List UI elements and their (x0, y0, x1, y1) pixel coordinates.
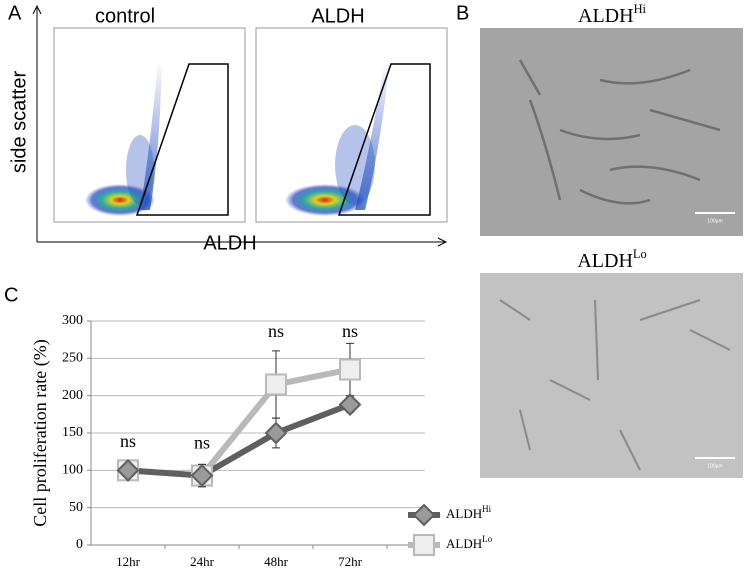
axis-label: ALDH (203, 232, 256, 254)
y-tick-label: 200 (62, 388, 83, 403)
data-marker (190, 464, 214, 487)
y-tick-label: 300 (62, 313, 83, 328)
arrow-head (32, 4, 42, 15)
micrograph (480, 28, 743, 236)
cells (499, 299, 731, 471)
x-tick-label: 12hr (116, 554, 141, 569)
data-marker (116, 458, 140, 482)
scale-bar-label: 100μm (707, 463, 722, 469)
axis-label: Cell proliferation rate (%) (30, 339, 51, 526)
x-tick-label: 24hr (190, 554, 215, 569)
flow-density (85, 184, 155, 216)
legend-label: ALDHLo (446, 534, 493, 551)
base-text: ALDH (577, 250, 633, 272)
legend-marker (413, 534, 435, 556)
flow-density (355, 60, 390, 210)
y-tick-label: 100 (62, 463, 83, 478)
sup-text: Hi (482, 504, 491, 514)
series-line (127, 401, 352, 479)
flow-density (126, 135, 154, 205)
title-text: ALDHLo (577, 247, 646, 272)
y-tick-label: 250 (62, 351, 83, 366)
data-marker (338, 393, 362, 417)
gate (337, 63, 431, 216)
scale-bar-label: 100μm (707, 218, 722, 224)
y-tick-label: 150 (62, 425, 83, 440)
flow-density (335, 125, 375, 205)
flow-density (140, 60, 162, 210)
panel-label: B (456, 2, 469, 24)
annotation: ns (342, 321, 358, 341)
panel-label: A (8, 2, 22, 24)
panel-label: C (4, 284, 18, 306)
y-tick-label: 0 (76, 537, 83, 552)
axis-label: side scatter (8, 71, 30, 174)
base-text: ALDH (446, 536, 482, 551)
base-text: ALDH (578, 5, 634, 27)
sup-text: Hi (634, 2, 647, 16)
annotation: ns (194, 432, 210, 452)
base-text: ALDH (446, 506, 482, 521)
annotation: ns (120, 431, 136, 451)
data-marker (339, 358, 361, 381)
series-line (127, 366, 351, 479)
legend-marker (412, 503, 436, 527)
cells (518, 59, 721, 205)
title-text: ALDHHi (578, 2, 646, 27)
sup-text: Lo (482, 534, 492, 544)
y-tick-label: 50 (69, 500, 83, 515)
flow-density (285, 184, 365, 216)
x-tick-label: 48hr (264, 554, 289, 569)
x-tick-label: 72hr (338, 554, 363, 569)
data-marker (265, 373, 287, 396)
micrograph (480, 273, 743, 478)
sup-text: Lo (633, 247, 647, 261)
gate (135, 63, 229, 216)
arrow-head (437, 237, 448, 247)
legend-label: ALDHHi (446, 504, 492, 521)
data-marker (264, 421, 288, 445)
plot-title: control (95, 5, 155, 27)
annotation: ns (268, 321, 284, 341)
plot-title: ALDH (311, 5, 364, 27)
